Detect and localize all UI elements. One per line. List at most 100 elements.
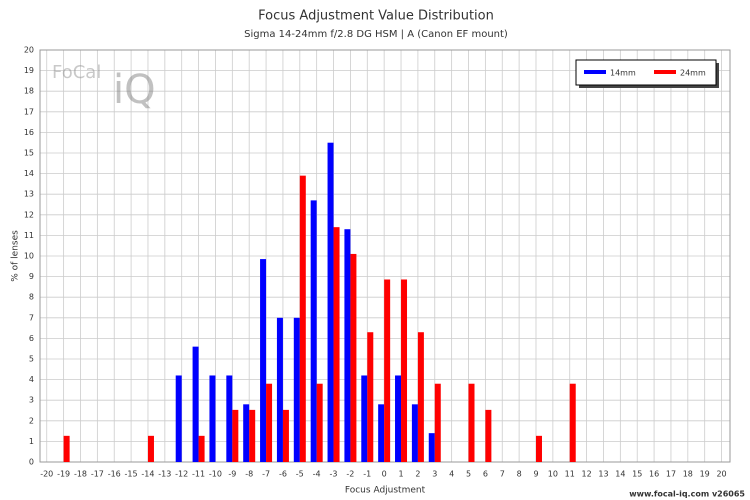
bar [428,433,435,462]
x-tick-label: -15 [125,470,138,479]
bar [367,332,374,462]
bar [316,383,323,462]
x-tick-label: 19 [700,470,710,479]
legend-swatch [584,70,606,74]
bar [266,383,273,462]
bar [434,383,441,462]
bar [411,404,418,462]
x-tick-label: 20 [716,470,726,479]
x-tick-label: -10 [209,470,222,479]
x-tick-label: 16 [649,470,659,479]
x-tick-label: 11 [565,470,575,479]
y-tick-label: 1 [29,437,34,446]
legend-label: 24mm [680,69,706,78]
x-tick-label: -16 [108,470,121,479]
legend: 14mm 24mm [575,59,719,88]
bar [63,435,70,462]
bar [299,175,306,462]
chart-title: Focus Adjustment Value Distribution [258,9,494,24]
bar [333,227,340,462]
x-tick-label: 13 [598,470,608,479]
x-tick-label: -1 [363,470,371,479]
bar [293,317,300,462]
x-tick-label: 4 [449,470,454,479]
legend-label: 14mm [610,69,636,78]
bar [260,259,267,462]
x-tick-label: 5 [466,470,471,479]
y-tick-label: 13 [24,190,34,199]
bar [243,404,250,462]
y-tick-label: 2 [29,416,34,425]
x-tick-label: -12 [175,470,188,479]
chart-subtitle: Sigma 14-24mm f/2.8 DG HSM | A (Canon EF… [244,29,508,40]
footer: www.focal-iq.com v26065 [629,490,745,499]
bar [192,346,199,462]
legend-swatch [654,70,676,74]
x-tick-label: -6 [279,470,287,479]
x-tick-label: -4 [313,470,321,479]
y-tick-label: 16 [24,128,34,137]
bar [209,375,216,462]
x-tick-label: 7 [500,470,505,479]
x-tick-label: 8 [517,470,522,479]
bar [226,375,233,462]
x-tick-label: -9 [228,470,236,479]
logo-text: FoCal [52,62,101,83]
bar [147,435,154,462]
bar [361,375,368,462]
bar [276,317,283,462]
x-tick-label: 10 [548,470,558,479]
bar [344,229,351,462]
y-tick-label: 12 [24,210,34,219]
x-tick-label: -19 [57,470,70,479]
x-tick-label: -17 [91,470,104,479]
x-tick-label: 15 [632,470,642,479]
x-tick-label: -7 [262,470,270,479]
x-tick-label: -11 [192,470,205,479]
x-tick-label: 0 [382,470,387,479]
y-tick-label: 9 [29,272,34,281]
bar [535,435,542,462]
y-tick-label: 19 [24,66,34,75]
bar [569,383,576,462]
bar [417,332,424,462]
y-tick-label: 6 [29,334,34,343]
x-tick-label: -18 [74,470,87,479]
x-tick-label: -3 [330,470,338,479]
x-tick-label: 14 [615,470,625,479]
x-tick-label: 9 [533,470,538,479]
x-tick-label: -2 [346,470,354,479]
logo-mark: iQ [113,67,156,113]
bar [198,435,205,462]
y-tick-label: 15 [24,149,34,158]
y-axis-label: % of lenses [11,230,21,282]
x-tick-label: 2 [415,470,420,479]
x-tick-label: 12 [582,470,592,479]
y-tick-label: 0 [29,458,34,467]
y-tick-label: 8 [29,293,34,302]
bar [395,375,402,462]
x-axis-label: Focus Adjustment [345,486,426,496]
bar [485,409,492,462]
bar [175,375,182,462]
x-tick-label: -5 [296,470,304,479]
y-tick-label: 7 [29,313,34,322]
y-tick-label: 14 [24,169,34,178]
x-tick-label: -8 [245,470,253,479]
bar [232,409,239,462]
x-tick-label: -13 [158,470,171,479]
bar [401,279,408,462]
bar [249,409,256,462]
y-tick-label: 17 [24,107,34,116]
x-tick-label: 1 [398,470,403,479]
y-tick-label: 18 [24,87,34,96]
x-tick-label: 6 [483,470,488,479]
x-tick-label: -14 [141,470,154,479]
x-tick-label: -20 [40,470,53,479]
bar [468,383,475,462]
y-tick-label: 10 [24,252,34,261]
bar [310,200,317,462]
x-tick-label: 17 [666,470,676,479]
